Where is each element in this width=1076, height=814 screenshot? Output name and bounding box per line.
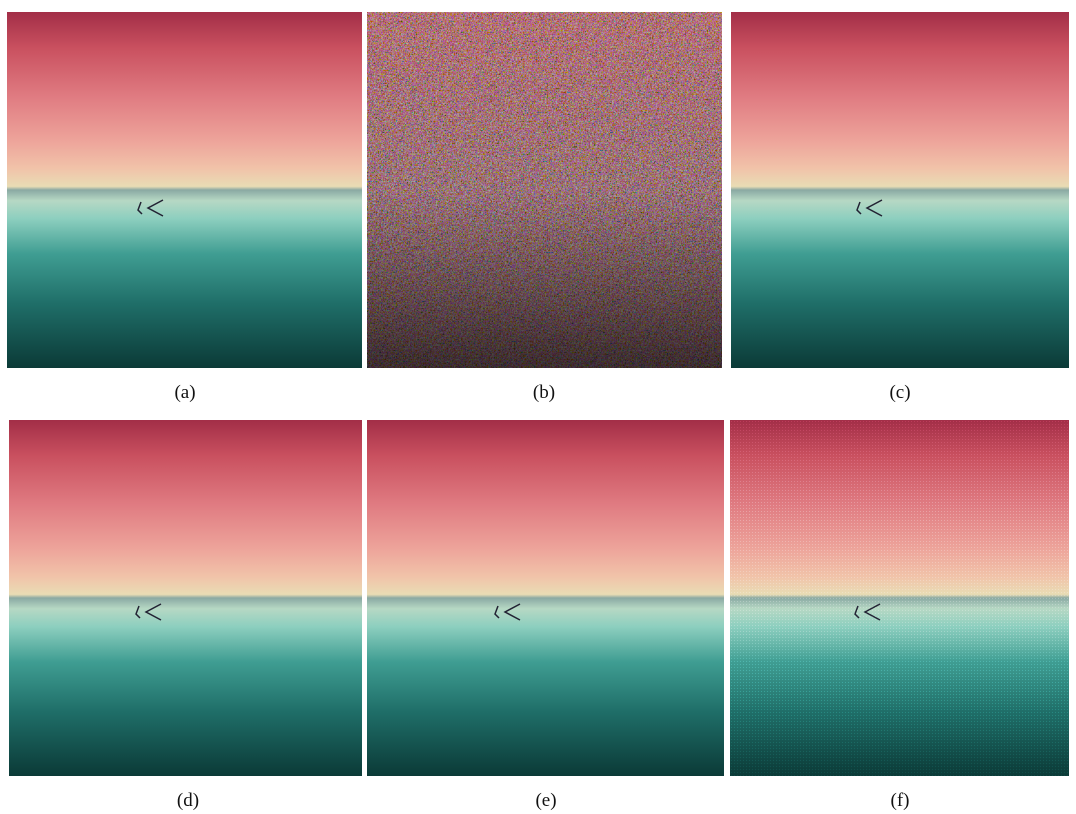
caption: (b)	[484, 382, 604, 404]
caption: (a)	[125, 382, 245, 404]
bird	[133, 602, 163, 624]
caption: (f)	[840, 790, 960, 812]
caption: (e)	[486, 790, 606, 812]
caption: (d)	[128, 790, 248, 812]
image-attacked-e	[367, 420, 724, 776]
image-decrypted	[731, 12, 1069, 368]
image-attacked-d	[9, 420, 362, 776]
bird	[852, 602, 882, 624]
bird	[854, 198, 884, 220]
image-encrypted	[367, 12, 722, 368]
image-attacked-f	[730, 420, 1069, 776]
image-original	[7, 12, 362, 368]
figure: (a) (b) (c) (d) (e) (f)	[0, 0, 1076, 814]
bird	[135, 198, 165, 220]
bird	[492, 602, 522, 624]
caption: (c)	[840, 382, 960, 404]
